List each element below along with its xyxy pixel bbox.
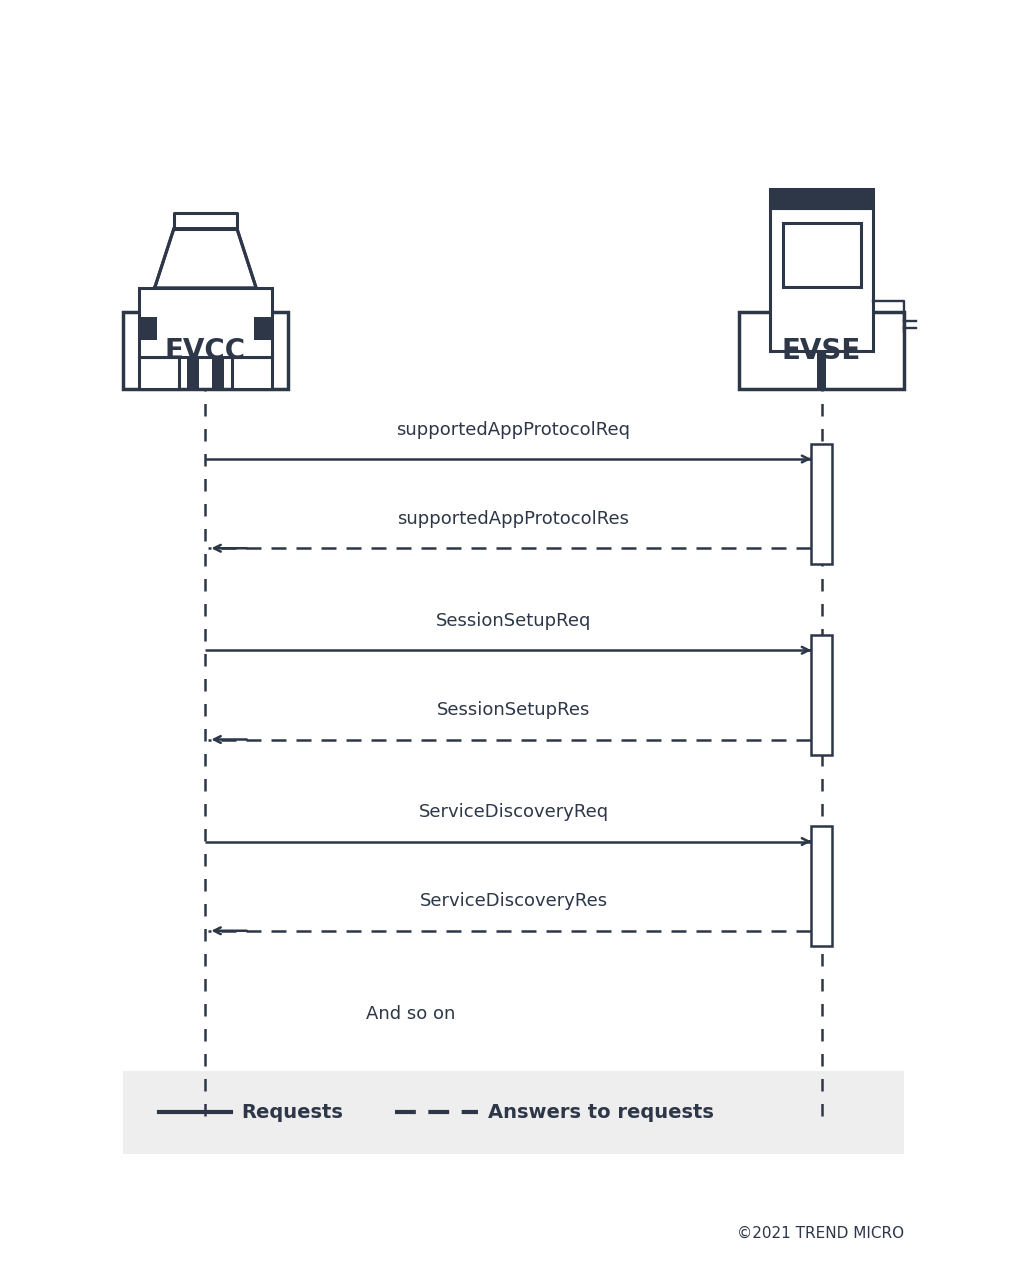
Bar	[187, 357, 199, 389]
Text: Answers to requests: Answers to requests	[488, 1103, 714, 1122]
Bar	[139, 357, 179, 389]
Text: SessionSetupRes: SessionSetupRes	[436, 701, 591, 719]
Text: EVCC: EVCC	[165, 337, 245, 365]
Bar	[212, 357, 224, 389]
Text: Requests: Requests	[241, 1103, 343, 1122]
Bar	[139, 288, 272, 357]
Bar	[817, 351, 826, 389]
Bar	[770, 189, 873, 208]
Polygon shape	[174, 213, 237, 228]
Bar	[811, 826, 832, 946]
Text: SessionSetupReq: SessionSetupReq	[435, 612, 592, 630]
Bar	[232, 357, 272, 389]
Bar	[739, 312, 904, 389]
Text: supportedAppProtocolReq: supportedAppProtocolReq	[396, 421, 631, 439]
Text: EVSE: EVSE	[782, 337, 862, 365]
Text: ServiceDiscoveryReq: ServiceDiscoveryReq	[418, 803, 609, 821]
Bar	[139, 316, 157, 339]
Text: ©2021 TREND MICRO: ©2021 TREND MICRO	[736, 1225, 904, 1241]
Text: And so on: And so on	[366, 1005, 456, 1023]
Polygon shape	[155, 228, 256, 288]
Text: ServiceDiscoveryRes: ServiceDiscoveryRes	[419, 892, 608, 910]
Text: supportedAppProtocolRes: supportedAppProtocolRes	[397, 510, 630, 528]
Bar	[811, 635, 832, 755]
Bar	[770, 208, 873, 351]
Bar	[783, 223, 861, 287]
Bar	[123, 1071, 904, 1154]
Bar	[123, 312, 288, 389]
Bar	[811, 444, 832, 564]
Bar	[254, 316, 272, 339]
